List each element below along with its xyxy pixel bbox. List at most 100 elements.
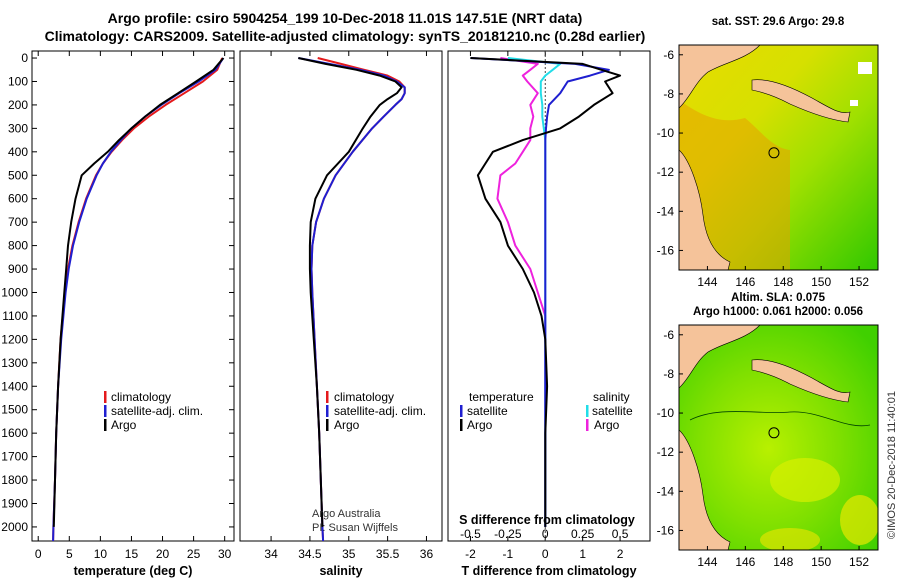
x-tick-label: 34.5 xyxy=(298,547,322,561)
sla-map-title: Altim. SLA: 0.075 xyxy=(731,292,826,304)
x-tick-label: 34 xyxy=(264,547,278,561)
sla-high-patch xyxy=(760,528,820,550)
map-x-tick-label: 146 xyxy=(735,555,755,569)
argo-position-marker xyxy=(768,147,780,159)
sla-map-ticks: 144 146 148 150 152 -6 -8 -10 -12 -14 -16 xyxy=(657,328,870,569)
x-tick-label: 1 xyxy=(579,547,586,561)
temperature-lines xyxy=(52,57,225,541)
x-tick-label: 36 xyxy=(420,547,434,561)
legend-argo: Argo xyxy=(111,418,137,432)
x-tick-label: 10 xyxy=(94,547,108,561)
x-tick-label: 0 xyxy=(35,547,42,561)
map-y-tick-label: -16 xyxy=(657,523,675,537)
s-tick-label: 0 xyxy=(542,527,549,541)
map-x-tick-label: 148 xyxy=(773,275,793,289)
salinity-panel: 34 34.5 35 35.5 36 salinity climatology sate… xyxy=(239,50,443,578)
depth-tick-label: 1200 xyxy=(1,332,28,346)
depth-tick-label: 1700 xyxy=(1,450,28,464)
map-y-tick-label: -6 xyxy=(663,328,674,342)
x-tick-label: -2 xyxy=(465,547,476,561)
x-tick-label: 30 xyxy=(218,547,232,561)
legend-temperature-title: temperature xyxy=(469,390,534,404)
x-tick-label: 35 xyxy=(342,547,356,561)
legend-satellite: satellite-adj. clim. xyxy=(334,404,426,418)
depth-tick-label: 1300 xyxy=(1,356,28,370)
x-tick-label: 35.5 xyxy=(376,547,400,561)
legend-climatology: climatology xyxy=(334,390,394,404)
depth-tick-label: 300 xyxy=(8,121,28,135)
series-argo xyxy=(298,57,403,527)
map-y-tick-label: -10 xyxy=(657,406,675,420)
series-argo xyxy=(52,57,225,527)
sst-map-ticks: 144 146 148 150 152 -6 -8 -10 -12 -14 -16 xyxy=(657,48,870,289)
depth-tick-label: 1900 xyxy=(1,496,28,510)
map-y-tick-label: -8 xyxy=(663,367,674,381)
s-tick-label: 0.25 xyxy=(571,527,595,541)
timestamp: ©IMOS 20-Dec-2018 11:40:01 xyxy=(886,391,898,539)
x-tick-label: -1 xyxy=(503,547,514,561)
map-y-tick-label: -12 xyxy=(657,445,675,459)
figure-title-line2: Climatology: CARS2009. Satellite-adjuste… xyxy=(45,28,646,44)
sla-map-frame xyxy=(678,324,879,551)
t-difference-xlabel: T difference from climatology xyxy=(461,564,636,578)
series-t-argo xyxy=(470,57,622,527)
sst-land-png xyxy=(679,45,761,109)
legend-s-argo: Argo xyxy=(594,418,620,432)
legend-satellite: satellite-adj. clim. xyxy=(111,404,203,418)
legend-t-satellite: satellite xyxy=(467,404,508,418)
legend-argo: Argo xyxy=(334,418,360,432)
temperature-plot-frame xyxy=(31,50,235,542)
legend-swatch-satellite xyxy=(326,405,329,417)
legend-swatch-t-argo xyxy=(460,419,463,431)
sst-map-field xyxy=(679,45,878,270)
sla-map-field xyxy=(679,325,878,550)
map-y-tick-label: -8 xyxy=(663,87,674,101)
map-y-tick-label: -14 xyxy=(657,484,675,498)
map-y-tick-label: -14 xyxy=(657,204,675,218)
x-tick-label: 0 xyxy=(542,547,549,561)
depth-tick-label: 1500 xyxy=(1,403,28,417)
s-tick-label: -0.5 xyxy=(460,527,481,541)
credit-line1: Argo Australia xyxy=(312,508,381,520)
difference-lines xyxy=(470,51,622,541)
difference-plot-frame xyxy=(447,50,651,542)
sst-land-peninsula xyxy=(751,79,851,123)
depth-tick-label: 2000 xyxy=(1,520,28,534)
s-tick-label: 0.5 xyxy=(612,527,629,541)
legend-swatch-argo xyxy=(326,419,329,431)
sla-high-patch xyxy=(770,458,840,502)
temperature-legend: climatology satellite-adj. clim. Argo xyxy=(104,390,203,432)
sst-map-frame xyxy=(678,44,879,271)
depth-tick-label: 1100 xyxy=(2,309,28,323)
depth-tick-label: 800 xyxy=(8,239,28,253)
map-x-tick-label: 144 xyxy=(697,555,717,569)
depth-tick-label: 0 xyxy=(21,51,28,65)
sst-warm-patch xyxy=(679,100,790,270)
legend-t-argo: Argo xyxy=(467,418,493,432)
legend-salinity-title: salinity xyxy=(593,390,630,404)
map-x-tick-label: 146 xyxy=(735,275,755,289)
legend-s-satellite: satellite xyxy=(592,404,633,418)
depth-tick-label: 100 xyxy=(8,74,28,88)
legend-swatch-t-satellite xyxy=(460,405,463,417)
sla-land-australia xyxy=(679,429,731,550)
legend-climatology: climatology xyxy=(111,390,171,404)
sst-map-panel: sat. SST: 29.6 Argo: 29.8 144 146 148 150 15… xyxy=(657,16,879,289)
salinity-x-ticks: 34 34.5 35 35.5 36 xyxy=(264,51,433,561)
depth-tick-label: 400 xyxy=(8,145,28,159)
legend-swatch-satellite xyxy=(104,405,107,417)
map-x-tick-label: 152 xyxy=(849,555,869,569)
map-x-tick-label: 152 xyxy=(849,275,869,289)
sst-land-australia xyxy=(679,149,731,270)
s-difference-ticks: -0.5 -0.25 0 0.25 0.5 xyxy=(460,527,629,541)
difference-legend-salinity: salinity satellite Argo xyxy=(586,390,633,432)
salinity-lines xyxy=(298,57,406,541)
depth-tick-label: 1400 xyxy=(1,379,28,393)
map-x-tick-label: 150 xyxy=(811,555,831,569)
sla-land-peninsula xyxy=(751,359,851,403)
temperature-xlabel: temperature (deg C) xyxy=(74,564,193,578)
x-tick-label: 15 xyxy=(125,547,139,561)
difference-legend-temperature: temperature satellite Argo xyxy=(460,390,534,432)
legend-swatch-s-satellite xyxy=(586,405,589,417)
